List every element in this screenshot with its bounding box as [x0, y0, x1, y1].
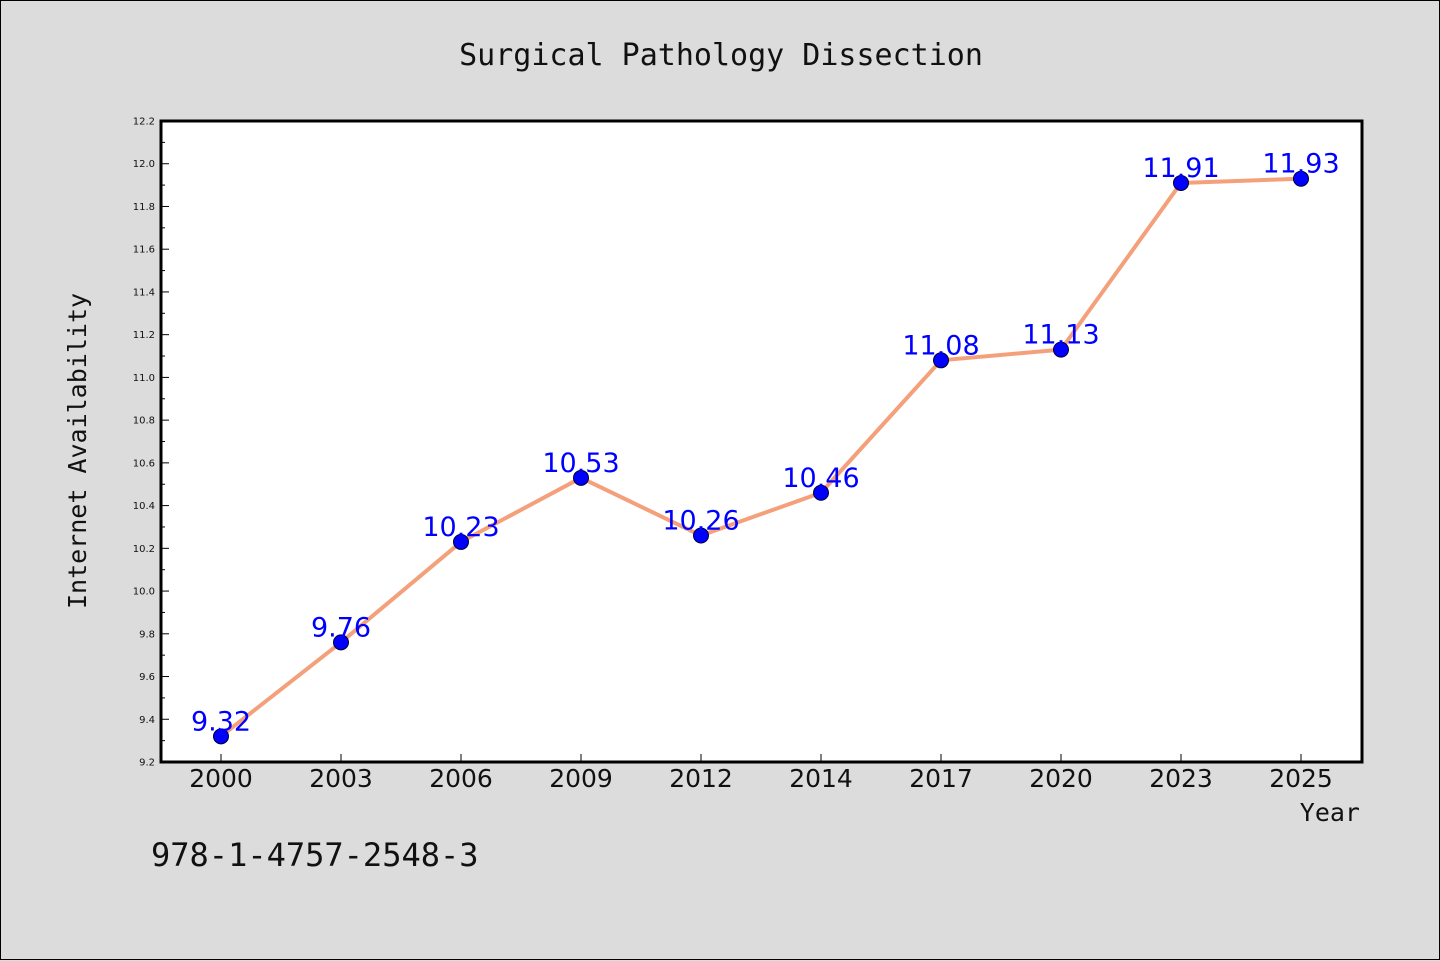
y-tick-label: 11.0	[133, 373, 155, 384]
data-labels: 9.32 9.76 10.23 10.53 10.26 10.46 11.08 11.13 11…	[191, 149, 1340, 738]
y-tick-label: 9.8	[139, 629, 155, 640]
y-tick-label: 10.8	[133, 416, 155, 427]
plot-area	[159, 119, 1364, 764]
series-segment	[939, 347, 1063, 363]
data-label: 11.08	[902, 330, 979, 361]
y-tick-label: 10.6	[133, 458, 155, 469]
series-markers	[213, 170, 1309, 745]
series-line	[219, 176, 1303, 739]
x-axis: 2000 2003 2006 2009 2012 2014 2017 2020 2023 2025	[189, 754, 1333, 793]
y-tick-label: 10.4	[133, 501, 155, 512]
data-point	[813, 484, 829, 501]
footer-isbn: 978-1-4757-2548-3	[151, 836, 479, 874]
x-tick-label: 2020	[1029, 764, 1093, 793]
data-label: 10.23	[422, 512, 499, 543]
x-tick-label: 2025	[1269, 764, 1333, 793]
data-point	[693, 527, 709, 544]
data-label: 10.53	[542, 448, 619, 479]
series-segment	[1179, 176, 1303, 185]
x-tick-label: 2006	[429, 764, 493, 793]
series-segment	[339, 539, 463, 645]
data-label: 10.46	[782, 463, 859, 494]
chart-title: Surgical Pathology Dissection	[459, 38, 983, 73]
y-tick-label: 11.6	[133, 245, 155, 256]
data-label: 11.91	[1142, 153, 1219, 184]
data-point	[333, 634, 349, 651]
y-tick-label: 9.4	[139, 715, 155, 726]
y-tick-label: 10.0	[133, 587, 155, 598]
data-point	[1173, 174, 1189, 191]
series-segment	[819, 358, 943, 495]
series-segment	[219, 640, 343, 739]
x-tick-label: 2009	[549, 764, 613, 793]
y-axis-label: Internet Availability	[63, 293, 92, 609]
series-segment	[699, 490, 823, 538]
y-tick-label: 11.4	[133, 287, 155, 298]
data-point	[1293, 170, 1309, 187]
x-tick-label: 2012	[669, 764, 733, 793]
data-label: 11.13	[1022, 320, 1099, 351]
data-point	[1053, 341, 1069, 358]
y-tick-label: 12.0	[133, 159, 155, 170]
data-label: 11.93	[1262, 149, 1339, 180]
data-point	[213, 728, 229, 745]
data-label: 9.32	[191, 706, 251, 737]
data-point	[933, 352, 949, 369]
y-tick-label: 11.8	[133, 202, 155, 213]
series-segment	[579, 475, 703, 538]
x-axis-label: Year	[1300, 798, 1360, 827]
x-tick-label: 2023	[1149, 764, 1213, 793]
y-tick-label: 9.6	[139, 672, 155, 683]
series-segment	[1059, 180, 1183, 352]
x-tick-label: 2000	[189, 764, 253, 793]
y-tick-label: 12.2	[133, 117, 155, 128]
data-point	[573, 469, 589, 486]
series-segment	[459, 475, 583, 544]
y-tick-label: 9.2	[139, 758, 155, 769]
data-label: 9.76	[311, 612, 371, 643]
data-point	[453, 533, 469, 550]
x-tick-label: 2003	[309, 764, 373, 793]
x-tick-label: 2014	[789, 764, 853, 793]
y-tick-label: 10.2	[133, 544, 155, 555]
data-label: 10.26	[662, 506, 739, 537]
y-tick-label: 11.2	[133, 330, 155, 341]
y-axis: 9.2 9.4 9.6 9.8 10.0 10.2 10.4 10.6 10.8 11.0 11.2…	[133, 117, 169, 769]
x-tick-label: 2017	[909, 764, 973, 793]
